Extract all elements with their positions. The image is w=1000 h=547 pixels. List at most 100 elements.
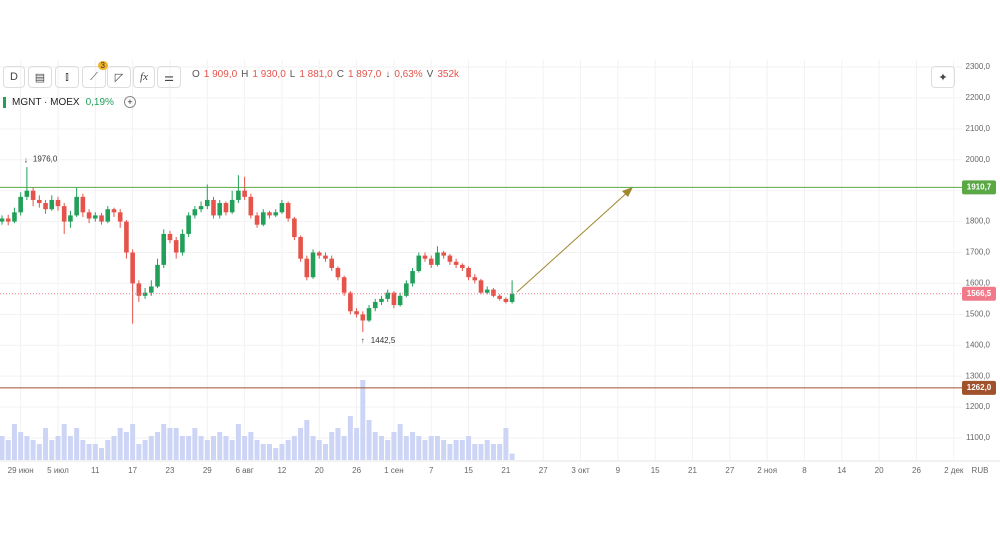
high-arrow: ↓ <box>24 155 28 164</box>
volume-bar <box>111 436 117 460</box>
price-tag <box>962 286 996 301</box>
volume-bar <box>503 428 509 460</box>
candle-body <box>55 199 61 207</box>
candle-body <box>460 264 465 268</box>
volume-bar <box>142 440 148 460</box>
candle-body <box>130 252 135 284</box>
candle-body <box>173 240 179 253</box>
candle-body <box>24 190 30 197</box>
volume-bar <box>186 436 192 460</box>
volume-bar <box>148 436 154 460</box>
candle-body <box>80 196 86 213</box>
candle-body <box>242 190 247 197</box>
add-button[interactable]: + <box>123 96 136 108</box>
settings-button[interactable]: ⚌ <box>157 66 181 88</box>
candle-body <box>298 237 303 259</box>
candle-body <box>111 209 117 213</box>
candle-body <box>136 283 142 296</box>
volume-bar <box>391 432 397 460</box>
interval-button[interactable]: D <box>3 66 25 88</box>
candle-body <box>478 280 484 293</box>
draw-button[interactable]: ⟋ 3 <box>82 61 108 88</box>
volume-bar <box>80 440 86 460</box>
candle-body <box>273 212 279 216</box>
x-tick-label: 7 <box>429 466 434 475</box>
candle-body <box>74 196 79 216</box>
low-annotation: 1442,5 <box>371 336 396 345</box>
volume-bar <box>304 420 310 460</box>
y-tick-label: 1300,0 <box>966 371 991 380</box>
volume-bar <box>378 436 384 460</box>
volume-bar <box>92 444 98 460</box>
chart-type-button[interactable]: ⫾ <box>55 66 79 88</box>
volume-bar <box>260 444 266 460</box>
volume-bar <box>55 436 61 460</box>
x-tick-label: 8 <box>802 466 807 475</box>
y-tick-label: 1500,0 <box>966 309 991 318</box>
volume-bar <box>472 444 478 460</box>
indicator-button[interactable]: ▤ <box>28 66 52 88</box>
candle-body <box>229 199 235 213</box>
volume-bar <box>43 428 49 460</box>
candle-body <box>416 255 422 272</box>
candle-body <box>484 289 490 293</box>
volume-bar <box>403 436 409 460</box>
candle-body <box>397 295 403 306</box>
fx: f <box>140 71 144 83</box>
ticker-change: 0,19% <box>85 96 114 108</box>
candle-body <box>366 308 372 321</box>
volume-bar <box>254 440 260 460</box>
candle-body <box>441 252 446 256</box>
volume-bar <box>217 432 223 460</box>
volume-bar <box>447 444 453 460</box>
volume-bar <box>0 436 5 460</box>
candle-body <box>124 221 129 253</box>
x-tick-label: 11 <box>91 466 100 475</box>
volume-bar <box>242 436 248 460</box>
volume-bar <box>298 428 304 460</box>
volume-bar <box>372 432 378 460</box>
x-tick-label: 5 июл <box>47 466 69 475</box>
candle-body <box>267 212 272 216</box>
header-key: V <box>426 69 434 80</box>
volume-bar <box>167 428 173 460</box>
candle-body <box>223 203 229 213</box>
candle-body <box>329 258 335 268</box>
candle-body <box>167 233 173 241</box>
header-value: 1 930,0 <box>252 69 286 80</box>
high-annotation: 1976,0 <box>33 154 58 163</box>
volume-bar <box>204 440 210 460</box>
candle-body <box>503 298 509 302</box>
ai-button[interactable]: ✦ <box>931 66 955 88</box>
volume-bar <box>105 440 111 460</box>
candle-body <box>304 258 310 278</box>
candle-body <box>335 267 341 278</box>
y-tick-label: 2200,0 <box>966 93 991 102</box>
candle-body <box>491 289 496 296</box>
shape-button[interactable]: ◸ <box>107 66 131 88</box>
candle-body <box>68 215 73 222</box>
x-tick-label: 21 <box>688 466 697 475</box>
volume-bar <box>67 436 73 460</box>
volume-bar <box>466 436 472 460</box>
candle-body <box>30 190 36 200</box>
candle-body <box>142 292 148 296</box>
candle-body <box>204 199 210 207</box>
volume-bar <box>434 436 440 460</box>
volume-bar <box>490 444 496 460</box>
x-tick-label: 20 <box>875 466 884 475</box>
candle-body <box>435 252 440 265</box>
candle-body <box>472 277 478 281</box>
volume-bar <box>123 432 129 460</box>
x-tick-label: 15 <box>464 466 473 475</box>
candle-body <box>155 264 160 287</box>
volume-bar <box>117 428 123 460</box>
volume-bar <box>410 432 416 460</box>
x-tick-label: 21 <box>501 466 510 475</box>
candle-body <box>217 203 223 216</box>
volume-bar <box>329 432 335 460</box>
volume-bar <box>310 436 316 460</box>
